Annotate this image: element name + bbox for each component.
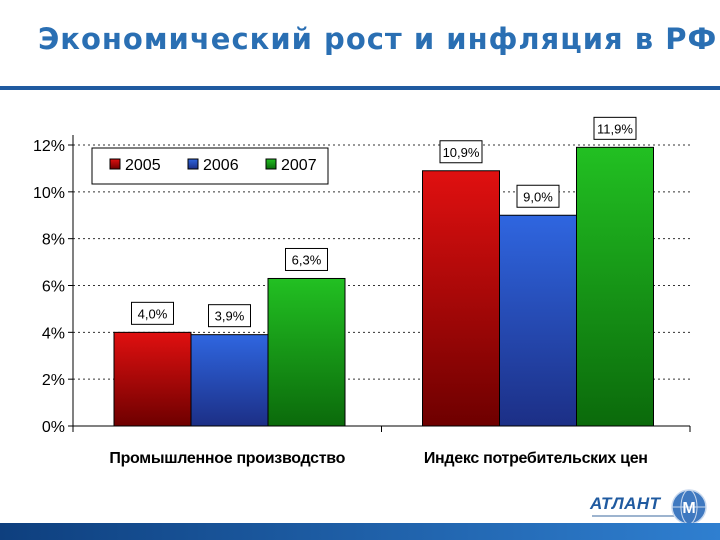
data-label: 11,9% xyxy=(597,121,633,136)
data-label-box xyxy=(208,304,251,328)
data-label-box xyxy=(285,247,328,271)
slide-title: Экономический рост и инфляция в РФ xyxy=(38,22,718,56)
bar-2005 xyxy=(113,331,192,427)
data-label: 4,0% xyxy=(138,306,168,321)
svg-text:M: M xyxy=(682,500,695,517)
legend-swatch-2007 xyxy=(265,158,277,170)
data-label: 10,9% xyxy=(443,145,480,160)
y-tick-label: 2% xyxy=(42,372,65,389)
bar-2006 xyxy=(499,214,577,427)
legend-label: 2007 xyxy=(281,157,317,174)
bar-2005 xyxy=(422,170,500,427)
legend-label: 2006 xyxy=(203,157,239,174)
y-tick-label: 12% xyxy=(33,138,65,155)
legend-box xyxy=(91,147,329,185)
y-tick-label: 10% xyxy=(33,185,65,202)
y-tick-label: 8% xyxy=(42,232,65,249)
category-label: Промышленное производство xyxy=(109,450,345,467)
bar-2007 xyxy=(267,277,346,427)
data-label-box xyxy=(439,140,483,164)
data-label: 6,3% xyxy=(292,252,322,267)
title-rule xyxy=(0,86,720,90)
atlant-logo: АТЛАНТ M xyxy=(590,488,708,526)
globe-emblem-icon: M xyxy=(671,489,707,525)
data-label: 3,9% xyxy=(215,309,245,324)
bar-2007 xyxy=(576,146,654,427)
bar-2006 xyxy=(190,334,269,427)
category-label: Индекс потребительских цен xyxy=(424,450,648,467)
bar-chart: 0% 2% 4% 6% 8% 10% 12% 4,0% 3,9% 6,3% Промышленное… xyxy=(33,116,691,467)
y-tick-label: 0% xyxy=(42,419,65,436)
data-label-box xyxy=(516,184,560,208)
legend-swatch-2006 xyxy=(187,158,199,170)
logo-text: АТЛАНТ xyxy=(590,494,661,513)
legend-label: 2005 xyxy=(125,157,161,174)
footer-bar xyxy=(0,523,720,540)
legend-swatch-2005 xyxy=(109,158,121,170)
data-label-box xyxy=(593,116,637,140)
data-label: 9,0% xyxy=(523,189,553,204)
data-label-box xyxy=(131,301,174,325)
y-tick-label: 4% xyxy=(42,325,65,342)
y-tick-label: 6% xyxy=(42,279,65,296)
logo-underline xyxy=(592,515,674,517)
